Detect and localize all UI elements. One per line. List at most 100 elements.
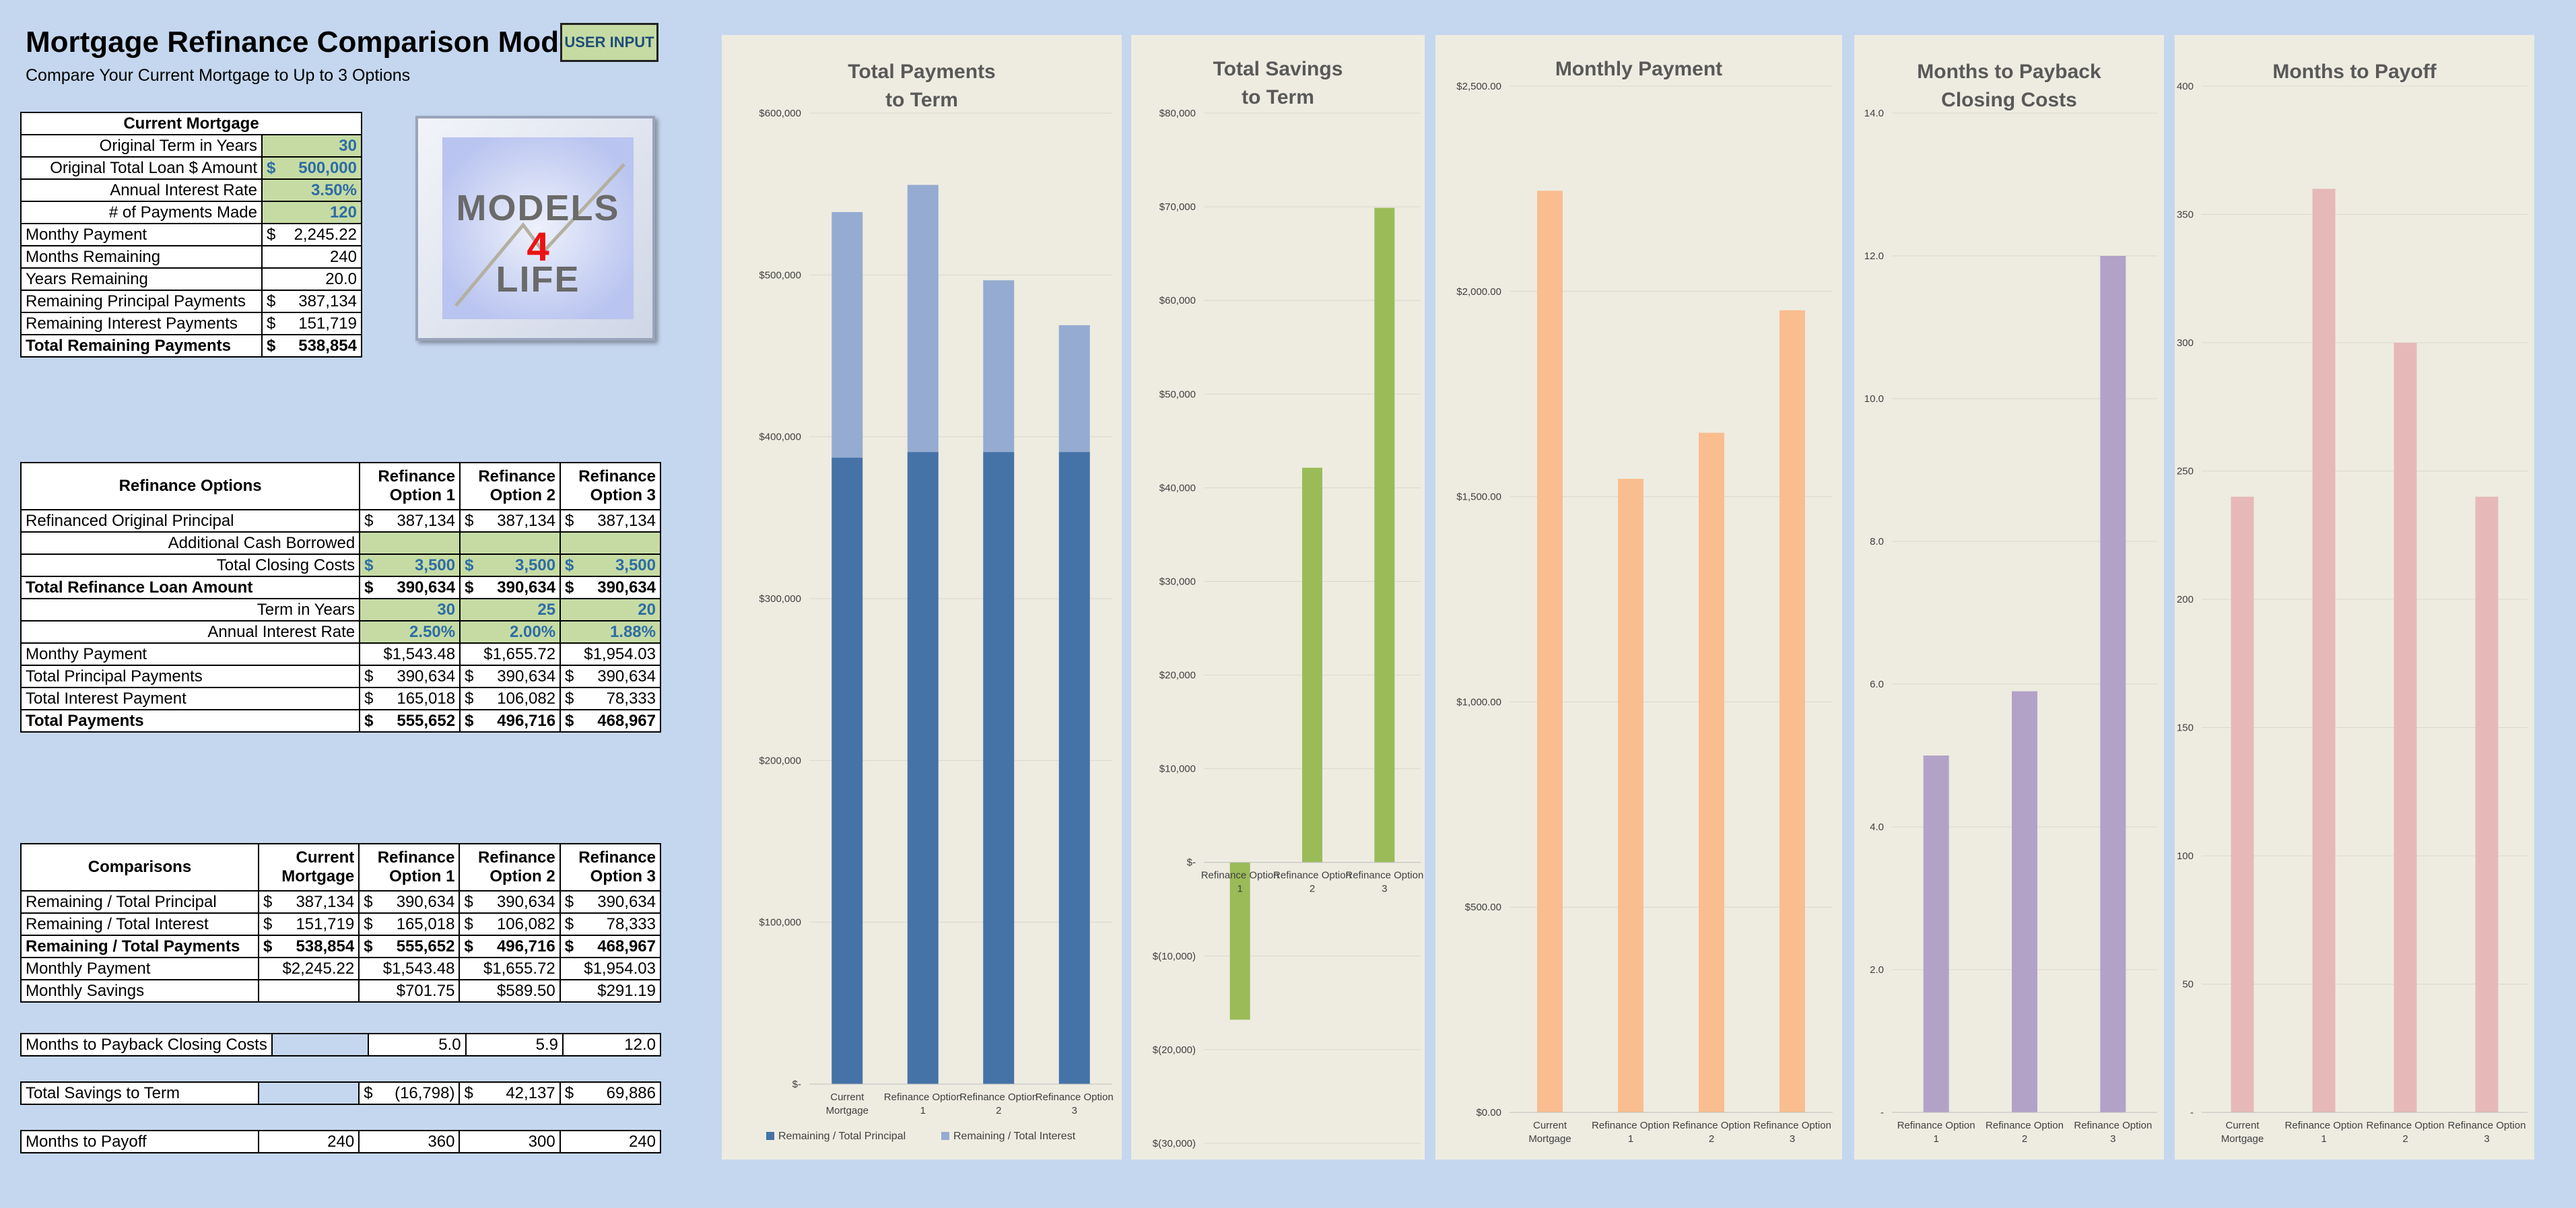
input-cell[interactable]: 30 (359, 598, 461, 622)
x-tick-label: Refinance Option 1 (1897, 1120, 1975, 1145)
currency-symbol: $ (464, 892, 473, 911)
input-cell[interactable]: 120 (261, 201, 362, 224)
y-tick-label: - (2190, 1107, 2194, 1118)
input-cell[interactable]: 2.00% (459, 620, 562, 644)
y-tick-label: $300,000 (759, 593, 801, 605)
cell-value: 387,134 (296, 892, 355, 911)
bar (1780, 310, 1805, 1113)
row-label: Refinanced Original Principal (20, 509, 361, 533)
value-cell: $390,634 (560, 576, 661, 599)
x-tick-label: Refinance Option 3 (1036, 1092, 1114, 1116)
y-tick-label: 250 (2177, 466, 2194, 477)
currency-symbol: $ (263, 937, 273, 955)
cell-value: 2,245.22 (294, 225, 357, 244)
value-cell: $390,634 (560, 665, 661, 688)
row-label: Term in Years (20, 598, 361, 622)
savings-table: Total Savings to Term $ (16,798) $42,137 $69… (20, 1081, 662, 1105)
chart-total-savings: Total Savings to Term $(30,000) $(20,000) $(… (1153, 58, 1424, 1149)
input-cell[interactable]: 20 (560, 598, 661, 622)
currency-symbol: $ (565, 689, 574, 708)
bar (1699, 432, 1724, 1112)
chart-months-to-payback: Months to Payback Closing Costs - 2.0 4.0 6.0… (1864, 61, 2157, 1145)
value-cell: 5.0 (368, 1033, 467, 1056)
input-cell[interactable]: 25 (459, 598, 562, 622)
cell-value: 390,634 (397, 578, 456, 597)
row-label: Remaining / Total Interest (20, 912, 259, 936)
input-cell[interactable]: $3,500 (359, 553, 461, 577)
bar (832, 211, 863, 458)
value-cell: $165,018 (359, 687, 461, 710)
cell-value: 3,500 (415, 556, 456, 574)
cell-value: 390,634 (597, 578, 656, 597)
y-tick-label: $200,000 (759, 755, 801, 766)
input-cell[interactable] (459, 531, 562, 555)
currency-symbol: $ (263, 892, 273, 911)
logo-text-models: Models (456, 188, 620, 228)
row-label: Total Refinance Loan Amount (20, 576, 361, 599)
currency-symbol: $ (464, 914, 473, 933)
currency-symbol: $ (364, 689, 374, 708)
input-cell[interactable]: 1.88% (560, 620, 661, 644)
y-tick-label: $100,000 (759, 917, 801, 929)
value-cell: $555,652 (358, 935, 461, 958)
y-tick-label: $1,000.00 (1456, 696, 1501, 708)
bar (983, 280, 1015, 452)
value-cell: $496,716 (459, 935, 561, 958)
y-tick-label: $500,000 (759, 269, 801, 281)
currency-symbol: $ (564, 914, 574, 933)
cell-value: 390,634 (597, 667, 656, 685)
row-label: Remaining / Total Principal (20, 890, 259, 914)
row-label: Original Term in Years (20, 134, 263, 158)
input-cell[interactable]: 30 (261, 134, 362, 158)
cell-value: 555,652 (396, 937, 455, 955)
y-tick-label: $80,000 (1159, 108, 1196, 119)
row-label: # of Payments Made (20, 201, 263, 224)
x-tick-label: Refinance Option 3 (1345, 870, 1423, 895)
empty-cell (271, 1033, 370, 1056)
input-cell[interactable] (359, 531, 461, 555)
table-heading: Refinance Options (20, 462, 361, 510)
input-cell[interactable] (560, 531, 661, 555)
table-row: Total Savings to Term $ (16,798) $42,137 $69… (20, 1081, 662, 1105)
payback-table: Months to Payback Closing Costs 5.0 5.9 12.… (20, 1033, 661, 1056)
table-row: Monthy Payment $2,245.22 (20, 223, 362, 246)
input-cell[interactable]: 3.50% (261, 178, 362, 202)
value-cell: $1,543.48 (359, 642, 461, 666)
value-cell: $390,634 (459, 665, 562, 688)
value-cell: 240 (257, 1130, 360, 1153)
row-label: Months Remaining (20, 245, 263, 269)
value-cell: $78,333 (560, 687, 661, 710)
y-tick-label: $30,000 (1159, 576, 1196, 587)
currency-symbol: $ (364, 667, 374, 685)
value-cell: $387,134 (257, 890, 360, 914)
cell-value: 468,967 (597, 937, 656, 955)
currency-symbol: $ (267, 292, 276, 310)
row-label: Original Total Loan $ Amount (20, 156, 263, 180)
cell-value: 496,716 (496, 937, 555, 955)
y-tick-label: $2,000.00 (1456, 286, 1501, 298)
input-cell[interactable]: $3,500 (560, 553, 661, 577)
row-label: Remaining Interest Payments (20, 312, 263, 335)
y-tick-label: $- (792, 1079, 801, 1090)
chart-months-to-payoff: Months to Payoff - 50 100 150 200 250 300 350 400… (2177, 61, 2528, 1145)
value-cell: $589.50 (459, 979, 561, 1003)
table-row: Refinanced Original Principal $387,134 $38… (20, 509, 661, 533)
chart-panel-total-savings: Total Savings to Term $(30,000) $(20,000) $(… (1131, 35, 1425, 1160)
y-tick-label: 50 (2182, 979, 2194, 991)
value-cell: 12.0 (562, 1033, 661, 1056)
currency-symbol: $ (267, 336, 276, 355)
cell-value: 390,634 (397, 667, 456, 685)
x-tick-label: Refinance Option 2 (959, 1092, 1038, 1116)
y-tick-label: 14.0 (1864, 108, 1884, 119)
cell-value: 538,854 (296, 937, 355, 955)
bar (2100, 256, 2126, 1112)
legend-swatch (766, 1132, 774, 1140)
table-row: Total Interest Payment $165,018 $106,082 $7… (20, 687, 661, 710)
chart-title: Closing Costs (1941, 89, 2077, 111)
currency-symbol: $ (364, 937, 373, 955)
input-cell[interactable]: 2.50% (359, 620, 461, 644)
cell-value: 468,967 (597, 711, 656, 730)
input-cell[interactable]: $3,500 (459, 553, 562, 577)
row-label: Remaining Principal Payments (20, 290, 263, 313)
input-cell[interactable]: $500,000 (261, 156, 362, 180)
